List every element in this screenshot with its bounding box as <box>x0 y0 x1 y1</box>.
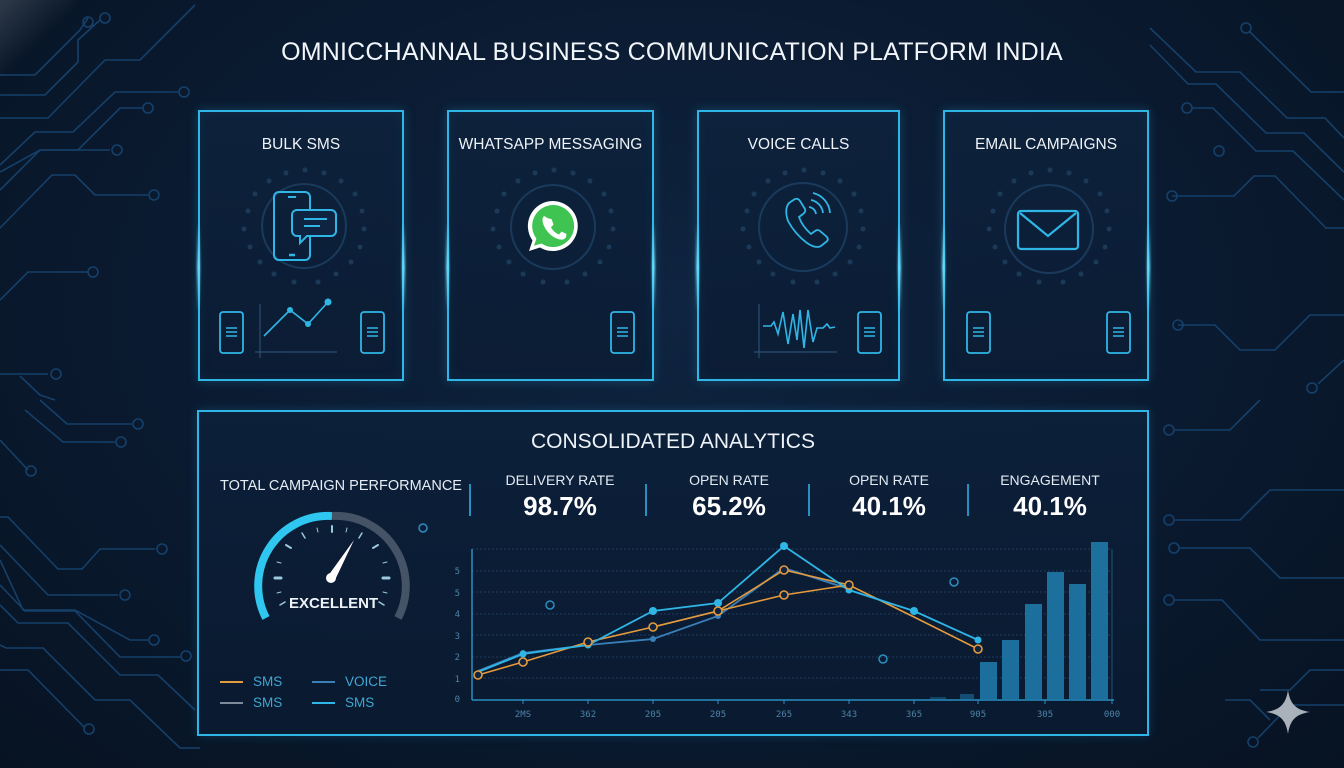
svg-text:5: 5 <box>455 567 460 577</box>
phone-call-icon <box>740 167 882 358</box>
channel-card-title: EMAIL CAMPAIGNS <box>974 136 1118 153</box>
legend-swatch <box>312 701 335 704</box>
channel-card-whatsapp[interactable]: WHATSAPP MESSAGING <box>447 110 654 381</box>
svg-text:2MS: 2MS <box>515 710 531 720</box>
divider <box>645 484 647 516</box>
svg-text:365: 365 <box>906 710 922 720</box>
svg-text:905: 905 <box>970 710 986 720</box>
legend-swatch <box>220 701 243 704</box>
whatsapp-icon <box>490 167 635 354</box>
series-voice <box>477 567 850 672</box>
svg-text:205: 205 <box>645 710 661 720</box>
metric-open-rate: OPEN RATE 65.2% <box>664 472 794 522</box>
metric-value: 98.7% <box>523 491 597 521</box>
legend-swatch <box>312 680 335 683</box>
svg-text:265: 265 <box>776 710 792 720</box>
channel-card-bulk-sms[interactable]: BULK SMS <box>198 110 404 381</box>
svg-text:2: 2 <box>455 653 460 663</box>
series-sms-orange <box>477 569 979 676</box>
metric-open-rate-2: OPEN RATE 40.1% <box>824 472 954 522</box>
legend-label: SMS <box>253 695 283 710</box>
svg-text:4: 4 <box>455 610 460 620</box>
channel-card-title: WHATSAPP MESSAGING <box>458 136 643 153</box>
legend-item: SMS <box>312 695 374 710</box>
metric-value: 40.1% <box>852 491 926 521</box>
svg-text:1: 1 <box>455 675 460 685</box>
performance-gauge <box>254 511 410 620</box>
performance-label: TOTAL CAMPAIGN PERFORMANCE <box>220 478 462 494</box>
divider <box>469 484 471 516</box>
svg-text:362: 362 <box>580 710 596 720</box>
decorative-ring <box>418 523 428 533</box>
metric-label: OPEN RATE <box>849 472 929 488</box>
phone-message-icon <box>219 167 385 358</box>
svg-text:343: 343 <box>841 710 857 720</box>
metric-label: DELIVERY RATE <box>505 472 615 488</box>
legend-item: VOICE <box>312 674 387 689</box>
y-axis-labels: 5 5 4 3 2 1 0 <box>455 567 460 705</box>
x-axis-labels: 2MS 362 205 205 265 343 365 905 305 000 <box>515 710 1120 720</box>
channel-card-title: BULK SMS <box>261 136 341 153</box>
metric-value: 40.1% <box>1013 491 1087 521</box>
svg-text:3: 3 <box>455 632 460 642</box>
metric-label: ENGAGEMENT <box>1000 472 1100 488</box>
gauge-status: EXCELLENT <box>289 595 379 612</box>
metric-label: OPEN RATE <box>689 472 769 488</box>
sparkle-icon <box>1266 690 1310 734</box>
legend-item: SMS <box>220 695 282 710</box>
bar-series <box>930 542 1108 700</box>
legend-swatch <box>220 680 243 683</box>
legend-label: SMS <box>345 695 375 710</box>
svg-text:5: 5 <box>455 589 460 599</box>
metric-delivery-rate: DELIVERY RATE 98.7% <box>495 472 625 522</box>
divider <box>967 484 969 516</box>
legend-label: SMS <box>253 674 283 689</box>
page-title: OMNICCHANNAL BUSINESS COMMUNICATION PLAT… <box>281 38 1063 66</box>
svg-text:205: 205 <box>710 710 726 720</box>
svg-text:305: 305 <box>1037 710 1053 720</box>
analytics-title: CONSOLIDATED ANALYTICS <box>531 430 815 453</box>
metric-value: 65.2% <box>692 491 766 521</box>
envelope-icon <box>966 167 1131 354</box>
channel-card-voice-calls[interactable]: VOICE CALLS <box>697 110 900 381</box>
channel-card-email-campaigns[interactable]: EMAIL CAMPAIGNS <box>943 110 1149 381</box>
performance-chart: 5 5 4 3 2 1 0 2MS 362 205 205 265 343 36… <box>455 542 1120 720</box>
svg-text:000: 000 <box>1104 710 1120 720</box>
metric-engagement: ENGAGEMENT 40.1% <box>985 472 1115 522</box>
channel-card-title: VOICE CALLS <box>747 136 850 153</box>
svg-text:0: 0 <box>455 695 460 705</box>
divider <box>808 484 810 516</box>
legend-item: SMS <box>220 674 282 689</box>
legend-label: VOICE <box>345 674 388 689</box>
